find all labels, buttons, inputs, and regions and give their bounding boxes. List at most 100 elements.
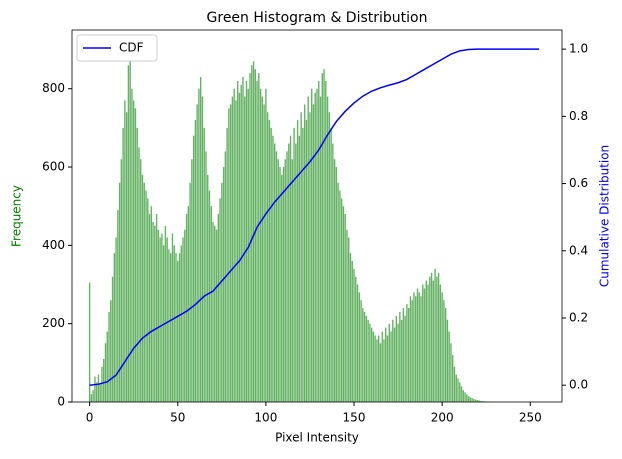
bar (122, 128, 123, 402)
bar (92, 390, 93, 402)
bar (339, 191, 340, 402)
bar (198, 89, 199, 402)
bar (112, 277, 113, 402)
bar (94, 377, 95, 402)
bar (283, 167, 284, 402)
bar (373, 332, 374, 402)
bar (175, 253, 176, 402)
bar (300, 112, 301, 402)
bar (142, 175, 143, 402)
bar (454, 367, 455, 402)
bar (441, 292, 442, 402)
bar (470, 397, 471, 402)
bar (101, 367, 102, 402)
bar (396, 316, 397, 402)
bar (431, 273, 432, 402)
bar (362, 308, 363, 402)
bar (274, 144, 275, 402)
bar (364, 312, 365, 402)
y2-tick-label: 0.6 (569, 176, 588, 190)
bar (419, 292, 420, 402)
bar (320, 97, 321, 402)
bar (129, 61, 130, 402)
x-axis-label: Pixel Intensity (275, 431, 359, 445)
bar (355, 277, 356, 402)
bar (272, 136, 273, 402)
bar (207, 175, 208, 402)
bar (205, 151, 206, 402)
bar (230, 104, 231, 402)
bar (107, 332, 108, 402)
bar (366, 316, 367, 402)
y2-tick-label: 0.2 (569, 310, 588, 324)
bar (239, 93, 240, 402)
bar (209, 191, 210, 402)
bar (242, 77, 243, 402)
bar (182, 238, 183, 402)
bar (392, 320, 393, 402)
bar (367, 320, 368, 402)
bar (151, 206, 152, 402)
bar (278, 159, 279, 402)
bar (383, 339, 384, 402)
bar (172, 234, 173, 402)
bar (214, 226, 215, 402)
bar (316, 89, 317, 402)
bar (387, 335, 388, 402)
bar (232, 97, 233, 402)
bar (103, 359, 104, 402)
bar (115, 238, 116, 402)
bar (426, 281, 427, 402)
bar (471, 398, 472, 402)
bar (89, 283, 90, 402)
x-tick-label: 200 (431, 411, 454, 425)
bar (174, 245, 175, 402)
bar (353, 269, 354, 402)
bar (390, 332, 391, 402)
bar (327, 97, 328, 402)
y-axis-label: Frequency (10, 185, 24, 247)
bar (436, 277, 437, 402)
bar (200, 77, 201, 402)
bar (463, 390, 464, 402)
bar (256, 81, 257, 402)
bar (191, 159, 192, 402)
bar (341, 198, 342, 402)
bar (464, 392, 465, 402)
bar (135, 108, 136, 402)
bar (159, 238, 160, 402)
bar (344, 214, 345, 402)
bar (415, 296, 416, 402)
bar (322, 73, 323, 402)
bar (262, 97, 263, 402)
bar (267, 112, 268, 402)
bar (241, 85, 242, 402)
x-tick-label: 150 (343, 411, 366, 425)
bar (223, 167, 224, 402)
bar (371, 328, 372, 402)
bar (288, 144, 289, 402)
bar (399, 312, 400, 402)
bar (258, 73, 259, 402)
bar (404, 316, 405, 402)
bar (221, 183, 222, 402)
bar (473, 399, 474, 402)
bar (325, 81, 326, 402)
bar (219, 198, 220, 402)
bar (295, 144, 296, 402)
bar (202, 97, 203, 402)
bar (397, 324, 398, 402)
bar (456, 375, 457, 402)
bar (360, 300, 361, 402)
bar (166, 238, 167, 402)
bar (293, 128, 294, 402)
bar (385, 328, 386, 402)
bar (196, 104, 197, 402)
bar (448, 332, 449, 402)
x-tick-label: 50 (170, 411, 185, 425)
bar (165, 226, 166, 402)
bar (212, 222, 213, 402)
y-tick-label: 0 (57, 395, 65, 409)
bar (337, 183, 338, 402)
